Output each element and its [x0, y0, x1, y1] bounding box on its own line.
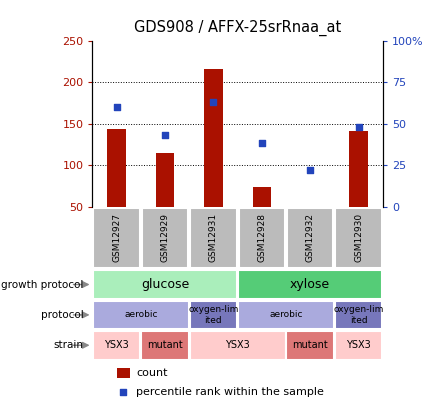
Bar — [238, 301, 334, 329]
Text: YSX3: YSX3 — [225, 340, 250, 350]
Point — [307, 167, 314, 173]
Text: xylose: xylose — [290, 278, 330, 291]
Text: GSM12932: GSM12932 — [306, 213, 315, 262]
Text: mutant: mutant — [147, 340, 183, 350]
Bar — [238, 208, 285, 268]
Bar — [190, 208, 237, 268]
Text: GSM12929: GSM12929 — [161, 213, 169, 262]
Point — [210, 99, 217, 105]
Text: oxygen-lim
ited: oxygen-lim ited — [334, 305, 384, 324]
Point — [258, 140, 265, 147]
Text: aerobic: aerobic — [124, 310, 158, 320]
Bar — [142, 208, 188, 268]
Point — [355, 124, 362, 130]
Text: aerobic: aerobic — [269, 310, 303, 320]
Text: growth protocol: growth protocol — [1, 279, 84, 290]
Title: GDS908 / AFFX-25srRnaa_at: GDS908 / AFFX-25srRnaa_at — [134, 20, 341, 36]
Bar — [253, 187, 271, 207]
Bar — [93, 331, 140, 360]
Text: GSM12927: GSM12927 — [112, 213, 121, 262]
Bar — [335, 301, 382, 329]
Bar — [117, 368, 130, 378]
Text: mutant: mutant — [292, 340, 328, 350]
Bar — [238, 270, 382, 299]
Bar — [287, 208, 334, 268]
Point — [161, 132, 169, 139]
Text: YSX3: YSX3 — [346, 340, 371, 350]
Text: count: count — [136, 368, 168, 378]
Bar — [93, 270, 237, 299]
Bar — [93, 208, 140, 268]
Bar — [190, 331, 286, 360]
Text: protocol: protocol — [41, 310, 84, 320]
Bar — [349, 131, 368, 207]
Text: YSX3: YSX3 — [104, 340, 129, 350]
Text: percentile rank within the sample: percentile rank within the sample — [136, 388, 324, 397]
Bar — [204, 69, 223, 207]
Bar — [335, 331, 382, 360]
Bar — [156, 153, 174, 207]
Text: glucose: glucose — [141, 278, 189, 291]
Text: GSM12931: GSM12931 — [209, 213, 218, 262]
Text: GSM12928: GSM12928 — [257, 213, 266, 262]
Text: strain: strain — [54, 340, 84, 350]
Bar — [190, 301, 237, 329]
Point — [120, 389, 127, 396]
Bar — [286, 331, 334, 360]
Point — [113, 104, 120, 110]
Bar — [93, 301, 189, 329]
Bar — [107, 129, 126, 207]
Bar — [141, 331, 189, 360]
Bar — [335, 208, 382, 268]
Text: oxygen-lim
ited: oxygen-lim ited — [188, 305, 238, 324]
Text: GSM12930: GSM12930 — [354, 213, 363, 262]
